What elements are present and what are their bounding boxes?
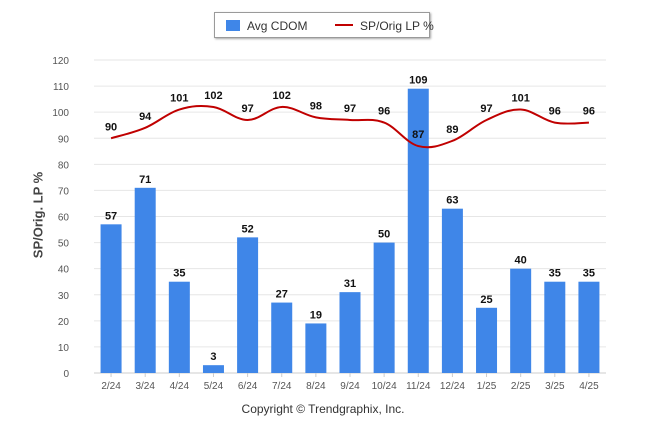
bar (510, 268, 532, 373)
bar-value-label: 25 (480, 294, 492, 306)
bar (578, 281, 600, 373)
bar (237, 237, 259, 373)
bar-value-label: 35 (173, 268, 185, 280)
x-tick-label: 8/24 (306, 381, 326, 392)
data-labels: 57 71 35 3 52 27 19 31 50 109 63 25 40 35 35 90 94 101 102… (105, 75, 595, 363)
line-value-label: 102 (273, 90, 291, 102)
bar (100, 224, 122, 373)
y-tick-label: 50 (58, 239, 70, 250)
x-tick-label: 2/24 (101, 381, 121, 392)
line-value-label: 97 (344, 103, 356, 115)
copyright-footer: Copyright © Trendgraphix, Inc. (241, 402, 405, 416)
line-value-label: 102 (204, 90, 222, 102)
bar-value-label: 57 (105, 210, 117, 222)
x-tick-label: 3/25 (545, 381, 565, 392)
line-value-label: 98 (310, 100, 322, 112)
y-tick-label: 20 (58, 317, 70, 328)
bar (271, 302, 293, 373)
bar (134, 187, 156, 373)
y-tick-label: 0 (63, 369, 69, 380)
legend-label-avg-cdom: Avg CDOM (247, 19, 308, 33)
line-value-label: 97 (241, 103, 253, 115)
bar-value-label: 50 (378, 229, 390, 241)
y-tick-label: 60 (58, 213, 70, 224)
x-tick-label: 7/24 (272, 381, 292, 392)
x-tick-label: 10/24 (372, 381, 397, 392)
bar (305, 323, 327, 373)
bar-value-label: 52 (241, 223, 253, 235)
bar-value-label: 31 (344, 278, 356, 290)
legend-bar-swatch (226, 20, 240, 31)
y-tick-label: 70 (58, 186, 70, 197)
x-tick-label: 2/25 (511, 381, 531, 392)
bar-value-label: 27 (276, 289, 288, 301)
bar (339, 292, 361, 373)
bar (476, 307, 498, 373)
line-value-label: 96 (378, 106, 390, 118)
x-tick-label: 4/24 (170, 381, 190, 392)
bar-value-label: 35 (549, 268, 561, 280)
x-tick-label: 12/24 (440, 381, 465, 392)
x-tick-label: 6/24 (238, 381, 258, 392)
x-axis-ticks: 2/24 3/24 4/24 5/24 6/24 7/24 8/24 9/24 10/24 11/… (101, 373, 599, 392)
y-axis-ticks: 0 10 20 30 40 50 60 70 80 90 100 110 120 (52, 56, 69, 380)
bar-value-label: 40 (515, 255, 527, 267)
bar-value-label: 3 (210, 351, 216, 363)
x-tick-label: 3/24 (135, 381, 155, 392)
line-value-label: 89 (446, 124, 458, 136)
y-tick-label: 100 (52, 108, 69, 119)
y-tick-label: 80 (58, 160, 70, 171)
line-series (110, 104, 589, 149)
bar-value-label: 109 (409, 75, 427, 87)
bar (202, 365, 224, 373)
bar (544, 281, 566, 373)
line-value-label: 96 (583, 106, 595, 118)
line-value-label: 90 (105, 121, 117, 133)
line-value-label: 87 (412, 129, 424, 141)
x-tick-label: 5/24 (204, 381, 224, 392)
legend-line-swatch (335, 24, 353, 26)
y-tick-label: 120 (52, 56, 69, 67)
y-tick-label: 90 (58, 134, 70, 145)
y-tick-label: 10 (58, 343, 70, 354)
legend: Avg CDOM SP/Orig LP % (214, 12, 434, 38)
x-tick-label: 1/25 (477, 381, 497, 392)
bars (100, 88, 600, 374)
bar-value-label: 63 (446, 195, 458, 207)
bar (168, 281, 190, 373)
y-tick-label: 30 (58, 291, 70, 302)
bar-value-label: 35 (583, 268, 595, 280)
y-tick-label: 110 (53, 82, 69, 93)
y-axis-label: SP/Orig. LP % (30, 171, 46, 259)
line-value-label: 97 (480, 103, 492, 115)
x-tick-label: 4/25 (579, 381, 599, 392)
bar (407, 88, 429, 374)
line-value-label: 101 (170, 93, 188, 105)
x-tick-label: 9/24 (340, 381, 360, 392)
x-tick-label: 11/24 (406, 381, 431, 392)
line-value-label: 94 (139, 111, 152, 123)
bar-value-label: 19 (310, 309, 322, 321)
line-value-label: 96 (549, 106, 561, 118)
line-value-label: 101 (511, 93, 529, 105)
bar (441, 208, 463, 373)
bar-value-label: 71 (139, 174, 151, 186)
bar (373, 242, 395, 373)
legend-label-sp-orig: SP/Orig LP % (360, 19, 434, 33)
y-tick-label: 40 (58, 265, 70, 276)
